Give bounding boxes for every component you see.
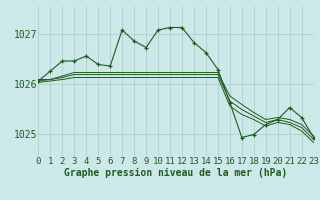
X-axis label: Graphe pression niveau de la mer (hPa): Graphe pression niveau de la mer (hPa): [64, 168, 288, 178]
